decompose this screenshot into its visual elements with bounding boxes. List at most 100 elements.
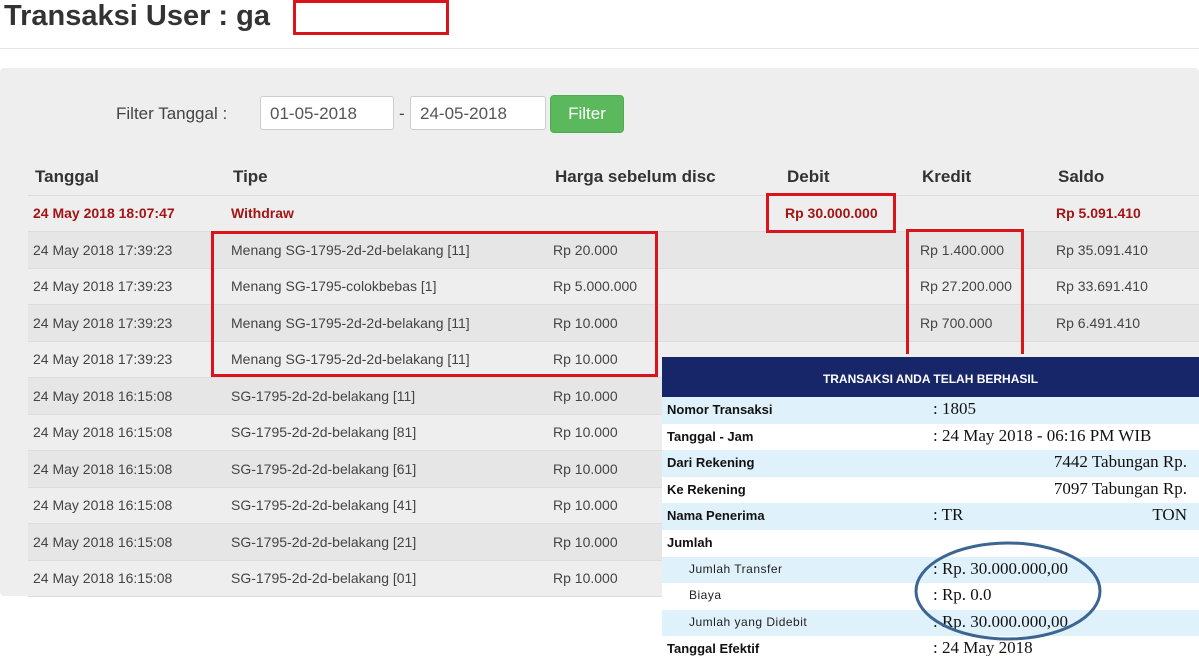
cell-saldo: Rp 35.091.410	[1056, 241, 1148, 258]
row-stripe	[28, 304, 1199, 341]
cell-tanggal: 24 May 2018 16:15:08	[33, 387, 173, 404]
receipt-value: 7442 Tabungan Rp.	[1053, 452, 1187, 472]
receipt-value: : Rp. 30.000.000,00	[933, 558, 1069, 578]
cell-saldo: Rp 33.691.410	[1056, 278, 1148, 294]
cell-tipe: Menang SG-1795-2d-2d-belakang [11]	[231, 351, 470, 367]
date-to-input[interactable]: 24-05-2018	[410, 96, 546, 130]
cell-saldo: Rp 6.491.410	[1056, 314, 1141, 331]
receipt-row: Tanggal - Jam : 24 May 2018 - 06:16 PM WI…	[662, 423, 1199, 451]
row-stripe	[28, 231, 1199, 268]
cell-tipe: Menang SG-1795-colokbebas [1]	[231, 278, 437, 294]
filter-button[interactable]: Filter	[550, 95, 624, 133]
receipt-row: Dari Rekening 7442 Tabungan Rp.	[662, 450, 1199, 478]
cell-tipe: SG-1795-2d-2d-belakang [01]	[231, 570, 417, 586]
row-divider	[28, 559, 1199, 561]
column-header: Saldo	[1058, 167, 1105, 186]
row-divider	[28, 340, 1199, 342]
cell-harga: Rp 5.000.000	[553, 278, 638, 294]
cell-harga: Rp 20.000	[553, 241, 618, 258]
column-header: Kredit	[922, 167, 972, 186]
receipt-label: Jumlah	[667, 535, 713, 550]
cell-harga: Rp 10.000	[553, 314, 618, 331]
row-divider	[28, 195, 1199, 196]
cell-tanggal: 24 May 2018 16:15:08	[33, 533, 173, 550]
receipt-row: Nomor Transaksi : 1805	[662, 397, 1199, 424]
cell-debit: Rp 30.000.000	[785, 205, 878, 221]
cell-tanggal: 24 May 2018 17:39:23	[33, 278, 173, 294]
receipt-label: Nomor Transaksi	[667, 402, 773, 417]
highlight-box	[766, 193, 896, 233]
receipt-sublabel: Jumlah Transfer	[689, 561, 783, 576]
receipt-panel: TRANSAKSI ANDA TELAH BERHASIL Nomor Tran…	[662, 357, 1199, 656]
cell-tipe: SG-1795-2d-2d-belakang [81]	[231, 424, 417, 440]
cell-saldo: Rp 5.091.410	[1056, 205, 1141, 221]
highlight-box	[293, 0, 449, 35]
cell-harga: Rp 10.000	[553, 533, 618, 550]
cell-tipe: SG-1795-2d-2d-belakang [61]	[231, 460, 417, 477]
receipt-row: Ke Rekening 7097 Tabungan Rp.	[662, 476, 1199, 504]
cell-tipe: SG-1795-2d-2d-belakang [21]	[231, 533, 417, 550]
receipt-value: : Rp. 0.0	[933, 585, 992, 605]
cell-harga: Rp 10.000	[553, 387, 618, 404]
row-divider	[28, 486, 1199, 488]
filter-label: Filter Tanggal :	[116, 104, 228, 123]
column-header: Debit	[787, 167, 830, 186]
cell-tanggal: 24 May 2018 16:15:08	[33, 497, 173, 513]
cell-harga: Rp 10.000	[553, 570, 618, 586]
divider	[0, 48, 1199, 49]
column-header: Harga sebelum disc	[555, 167, 716, 186]
ellipse	[914, 541, 1102, 641]
receipt-title: TRANSAKSI ANDA TELAH BERHASIL	[662, 357, 1199, 397]
cell-harga: Rp 10.000	[553, 351, 618, 367]
cell-tanggal: 24 May 2018 16:15:08	[33, 424, 173, 440]
highlight-box	[906, 229, 1024, 354]
cell-tipe: Menang SG-1795-2d-2d-belakang [11]	[231, 241, 470, 258]
row-divider	[28, 267, 1199, 269]
receipt-value: : Rp. 30.000.000,00	[933, 611, 1069, 631]
receipt-value: 7097 Tabungan Rp.	[1053, 478, 1187, 498]
cell-harga: Rp 10.000	[553, 497, 618, 513]
receipt-label: Tanggal - Jam	[667, 428, 754, 444]
receipt-row: Biaya : Rp. 0.0	[662, 583, 1199, 611]
cell-tanggal: 24 May 2018 17:39:23	[33, 351, 173, 367]
cell-tipe: SG-1795-2d-2d-belakang [41]	[231, 497, 417, 513]
cell-harga: Rp 10.000	[553, 424, 618, 440]
receipt-label: Tanggal Efektif	[667, 641, 760, 656]
receipt-row: Tanggal Efektif : 24 May 2018	[662, 636, 1199, 656]
cell-kredit: Rp 700.000	[920, 314, 993, 331]
cell-tanggal: 24 May 2018 16:15:08	[33, 570, 173, 586]
receipt-sublabel: Biaya	[689, 588, 722, 603]
cell-kredit: Rp 27.200.000	[920, 278, 1012, 294]
date-from-input[interactable]: 01-05-2018	[260, 96, 394, 130]
receipt-row: Jumlah	[662, 530, 1199, 557]
cell-harga: Rp 10.000	[553, 460, 618, 477]
page-title: Transaksi User : ga	[4, 0, 270, 32]
cell-tipe: Menang SG-1795-2d-2d-belakang [11]	[231, 314, 470, 331]
receipt-row: Jumlah Transfer : Rp. 30.000.000,00	[662, 556, 1199, 584]
cell-tanggal: 24 May 2018 17:39:23	[33, 314, 173, 331]
column-header: Tipe	[233, 167, 268, 186]
receipt-row: Jumlah yang Didebit: Rp. 30.000.000,00	[662, 609, 1199, 637]
cell-tanggal: 24 May 2018 17:39:23	[33, 241, 173, 258]
receipt-value: : 1805	[933, 399, 976, 418]
receipt-label: Ke Rekening	[667, 481, 746, 497]
receipt-value: : TR	[933, 505, 964, 525]
receipt-label: Dari Rekening	[667, 455, 755, 471]
cell-tanggal: 24 May 2018 18:07:47	[33, 205, 175, 221]
receipt-value: : 24 May 2018	[933, 638, 1033, 656]
receipt-value: TON	[1152, 505, 1187, 525]
cell-kredit: Rp 1.400.000	[920, 241, 1005, 258]
cell-tipe: SG-1795-2d-2d-belakang [11]	[231, 387, 416, 404]
cell-tipe: Withdraw	[231, 205, 294, 221]
receipt-row: Nama Penerima : TR TON	[662, 503, 1199, 531]
row-divider	[28, 596, 1199, 597]
highlight-box	[211, 231, 658, 377]
column-header: Tanggal	[35, 167, 99, 186]
cell-tanggal: 24 May 2018 16:15:08	[33, 460, 173, 477]
receipt-label: Nama Penerima	[667, 508, 765, 524]
receipt-value: : 24 May 2018 - 06:16 PM WIB	[933, 425, 1152, 445]
row-divider	[28, 413, 1199, 415]
highlight-ellipse	[914, 541, 1102, 641]
date-separator: -	[399, 104, 405, 123]
